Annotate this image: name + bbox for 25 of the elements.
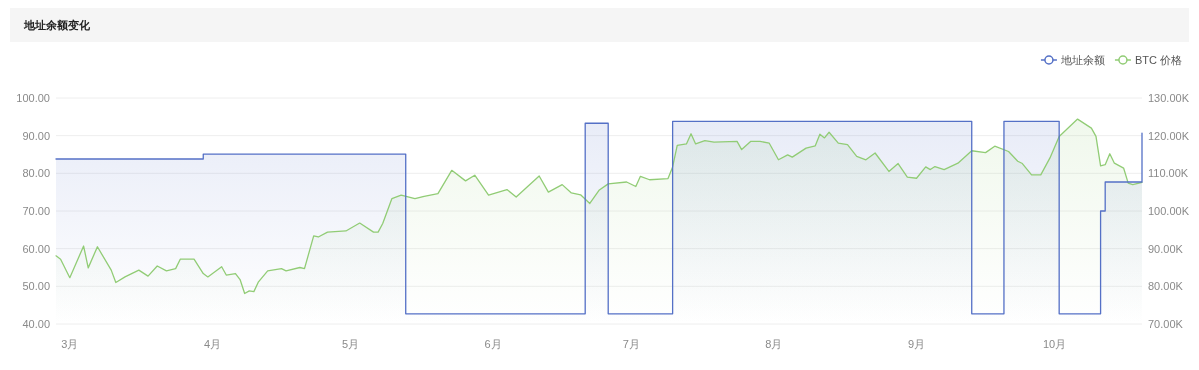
x-tick-label: 10月	[1042, 338, 1067, 350]
y-tick-label: 40.00	[22, 318, 50, 330]
y-tick-label: 70.00	[22, 205, 50, 217]
legend-label: 地址余额	[1059, 54, 1105, 66]
y2-tick-label: 130.00K	[1148, 92, 1190, 104]
y2-tick-label: 70.00K	[1148, 318, 1184, 330]
x-tick-label: 7月	[622, 338, 640, 350]
y-tick-label: 60.00	[22, 242, 50, 255]
chart-title: 地址余额变化	[23, 19, 91, 31]
x-tick-label: 6月	[484, 338, 502, 350]
y-tick-label: 90.00	[22, 129, 50, 142]
x-tick-label: 5月	[341, 338, 360, 350]
y-tick-label: 50.00	[22, 280, 50, 293]
x-tick-label: 8月	[765, 338, 783, 350]
legend-label: BTC 价格	[1134, 54, 1182, 66]
y2-tick-label: 80.00K	[1148, 280, 1184, 293]
x-tick-label: 9月	[907, 338, 926, 350]
y2-tick-label: 100.00K	[1148, 205, 1190, 217]
y-tick-label: 80.00	[22, 167, 50, 180]
y2-tick-label: 110.00K	[1148, 167, 1189, 180]
x-tick-label: 4月	[203, 338, 222, 350]
y2-tick-label: 90.00K	[1148, 242, 1184, 255]
y2-tick-label: 120.00K	[1148, 129, 1190, 142]
x-tick-label: 3月	[61, 338, 79, 350]
y-tick-label: 100.00	[16, 92, 50, 104]
